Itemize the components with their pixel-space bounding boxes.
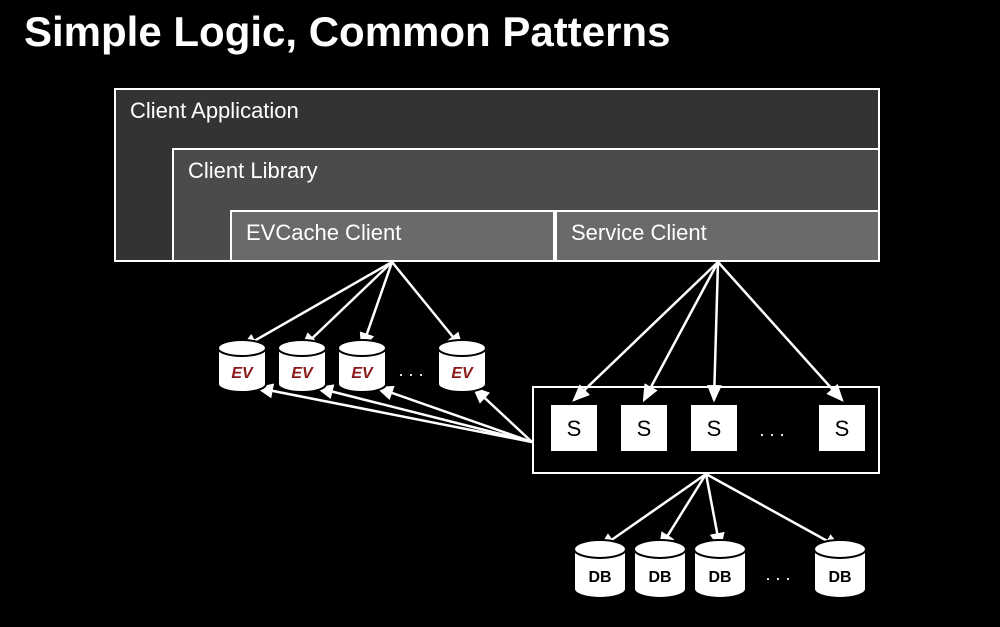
svg-text:DB: DB [648,569,671,586]
arrow [644,262,718,400]
svg-text:DB: DB [828,569,851,586]
ev-cylinders-group: EV EV EV EV . . . [218,340,486,392]
db-cylinder: DB [694,540,746,598]
slide-title: Simple Logic, Common Patterns [24,8,670,56]
ev-ellipsis: . . . [398,360,423,380]
arrow [362,262,392,348]
arrow [718,262,842,400]
ev-cylinder: EV [218,340,266,392]
ev-cylinder: EV [438,340,486,392]
service-client-box: Service Client [555,210,880,262]
arrow [392,262,462,348]
db-cylinders-group: DB DB DB DB . . . [574,540,866,598]
arrow [574,262,718,400]
svg-text:EV: EV [451,365,474,382]
db-cylinder: DB [574,540,626,598]
arrow [302,262,392,348]
svg-text:EV: EV [351,365,374,382]
arrow [318,388,532,442]
arrow [242,262,392,348]
db-cylinder: DB [814,540,866,598]
arrow [714,262,718,400]
arrow [600,474,706,548]
db-cylinder: DB [634,540,686,598]
svg-text:DB: DB [708,569,731,586]
arrow [660,474,706,548]
client-library-label: Client Library [174,150,878,192]
client-application-label: Client Application [116,90,878,132]
svg-text:EV: EV [291,365,314,382]
evcache-client-label: EVCache Client [232,212,553,254]
svg-text:DB: DB [588,569,611,586]
service-client-label: Service Client [557,212,878,254]
arrow [378,388,532,442]
db-ellipsis: . . . [765,564,790,584]
arrow [706,474,840,548]
arrow [258,388,532,442]
ev-cylinder: EV [338,340,386,392]
diagram-stage: Simple Logic, Common Patterns Client App… [0,0,1000,627]
arrow [706,474,720,548]
arrow [474,388,532,442]
evcache-client-box: EVCache Client [230,210,555,262]
svg-text:EV: EV [231,365,254,382]
ev-cylinder: EV [278,340,326,392]
service-group-box [532,386,880,474]
